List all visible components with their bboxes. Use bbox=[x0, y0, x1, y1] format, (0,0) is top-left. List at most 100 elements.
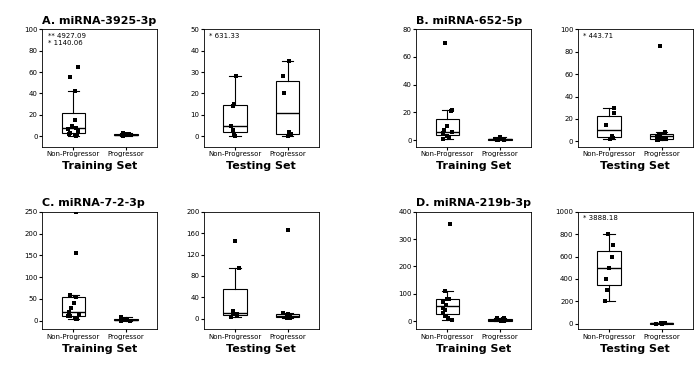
Point bbox=[66, 305, 77, 310]
Point bbox=[655, 320, 666, 326]
Point bbox=[439, 288, 450, 294]
Point bbox=[651, 137, 662, 143]
Point bbox=[69, 300, 80, 306]
PathPatch shape bbox=[223, 289, 247, 315]
Point bbox=[71, 294, 82, 300]
Point bbox=[73, 64, 84, 70]
Point bbox=[119, 317, 130, 323]
Point bbox=[122, 315, 133, 321]
Point bbox=[599, 298, 610, 304]
Point bbox=[70, 250, 81, 256]
Point bbox=[657, 135, 668, 141]
Point bbox=[496, 136, 507, 142]
Point bbox=[494, 134, 505, 140]
X-axis label: Testing Set: Testing Set bbox=[226, 161, 296, 171]
Point bbox=[283, 129, 294, 135]
Point bbox=[69, 117, 80, 123]
Point bbox=[71, 317, 82, 322]
Point bbox=[498, 318, 509, 324]
Point bbox=[439, 313, 450, 319]
Text: D. miRNA-219b-3p: D. miRNA-219b-3p bbox=[416, 198, 531, 208]
Point bbox=[444, 134, 455, 140]
Point bbox=[285, 314, 296, 320]
Point bbox=[283, 228, 294, 234]
Point bbox=[64, 75, 76, 81]
Point bbox=[442, 315, 453, 321]
Point bbox=[69, 89, 80, 94]
Point bbox=[441, 133, 452, 139]
Point bbox=[63, 313, 74, 319]
Point bbox=[498, 137, 510, 143]
Point bbox=[124, 131, 135, 137]
Point bbox=[656, 321, 667, 326]
Point bbox=[440, 307, 451, 313]
Point bbox=[498, 315, 510, 321]
PathPatch shape bbox=[223, 105, 247, 132]
Point bbox=[284, 313, 295, 319]
X-axis label: Training Set: Training Set bbox=[62, 344, 137, 354]
Point bbox=[660, 136, 671, 142]
Text: * 443.71: * 443.71 bbox=[583, 33, 613, 39]
Point bbox=[64, 292, 76, 298]
Point bbox=[440, 302, 451, 308]
Point bbox=[232, 313, 243, 319]
Point bbox=[285, 315, 296, 321]
Point bbox=[229, 133, 240, 139]
Point bbox=[438, 130, 449, 136]
Point bbox=[124, 318, 135, 324]
Point bbox=[652, 133, 663, 139]
PathPatch shape bbox=[276, 314, 300, 317]
Point bbox=[231, 311, 242, 317]
PathPatch shape bbox=[114, 319, 138, 321]
Point bbox=[608, 111, 620, 116]
Point bbox=[285, 131, 296, 137]
Point bbox=[70, 125, 81, 131]
Point bbox=[654, 132, 666, 138]
Point bbox=[229, 101, 240, 107]
Point bbox=[608, 135, 619, 141]
PathPatch shape bbox=[435, 119, 459, 135]
X-axis label: Testing Set: Testing Set bbox=[601, 344, 670, 354]
Point bbox=[282, 311, 293, 317]
Point bbox=[491, 317, 502, 323]
Text: * 631.33: * 631.33 bbox=[209, 33, 239, 39]
Point bbox=[446, 317, 457, 323]
Point bbox=[64, 309, 75, 315]
Point bbox=[600, 122, 611, 127]
PathPatch shape bbox=[488, 319, 512, 321]
Text: C. miRNA-7-2-3p: C. miRNA-7-2-3p bbox=[42, 198, 145, 208]
Point bbox=[73, 128, 84, 134]
Point bbox=[607, 254, 618, 259]
Point bbox=[118, 317, 130, 322]
Point bbox=[654, 131, 665, 137]
Point bbox=[230, 74, 241, 79]
PathPatch shape bbox=[62, 113, 85, 133]
Point bbox=[492, 137, 503, 143]
Point bbox=[601, 276, 612, 282]
Point bbox=[499, 318, 510, 324]
Point bbox=[118, 132, 130, 138]
Point bbox=[228, 131, 239, 137]
Point bbox=[281, 314, 293, 320]
X-axis label: Training Set: Training Set bbox=[436, 344, 511, 354]
Point bbox=[447, 107, 458, 112]
Point bbox=[70, 209, 81, 214]
Point bbox=[63, 131, 74, 137]
Point bbox=[234, 265, 245, 271]
PathPatch shape bbox=[114, 134, 138, 135]
Point bbox=[64, 130, 76, 136]
Point bbox=[438, 310, 449, 316]
Point bbox=[654, 134, 665, 140]
Point bbox=[438, 127, 449, 133]
PathPatch shape bbox=[597, 116, 621, 138]
Point bbox=[444, 221, 456, 227]
Point bbox=[283, 59, 294, 64]
Point bbox=[498, 316, 509, 322]
X-axis label: Testing Set: Testing Set bbox=[601, 161, 670, 171]
Point bbox=[63, 126, 74, 132]
Point bbox=[71, 315, 83, 321]
Point bbox=[441, 296, 452, 302]
Point bbox=[496, 318, 507, 324]
Point bbox=[437, 299, 448, 305]
Point bbox=[651, 321, 662, 326]
